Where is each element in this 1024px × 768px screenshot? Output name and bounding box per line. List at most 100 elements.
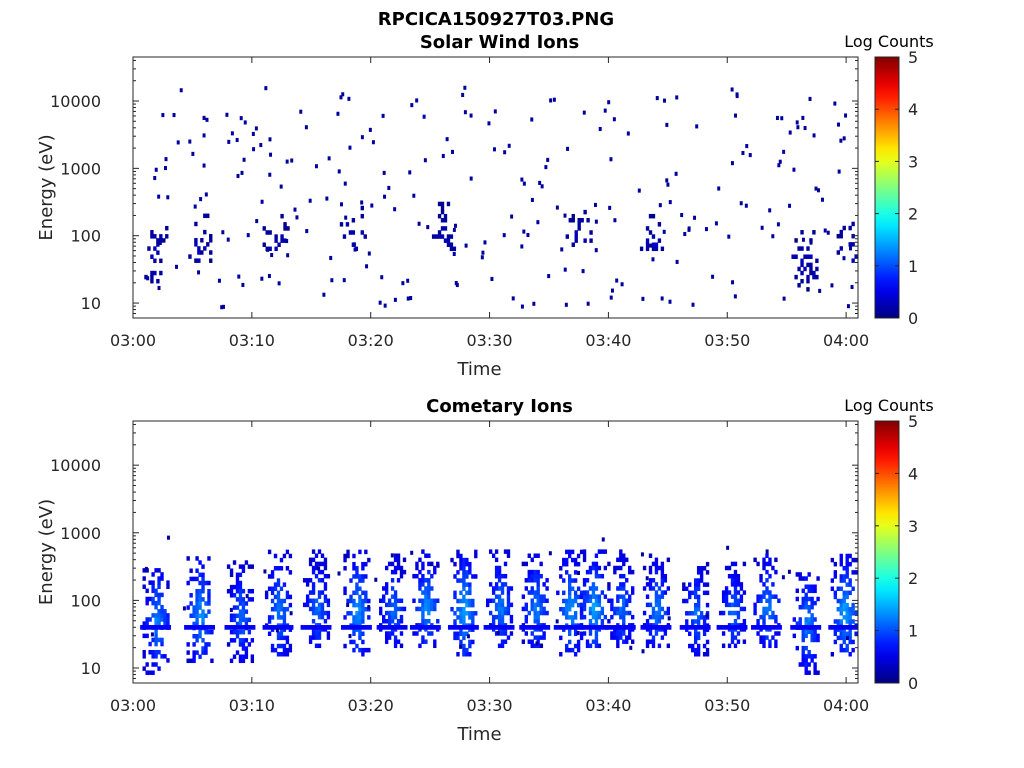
cell (160, 613, 164, 618)
cell (570, 647, 575, 653)
cell (699, 611, 704, 616)
cell (842, 598, 846, 604)
cell (573, 578, 578, 583)
cell (465, 611, 469, 616)
cell (565, 647, 569, 653)
cell (355, 615, 359, 620)
cell (311, 635, 316, 640)
cell (418, 643, 422, 649)
cell (509, 614, 514, 620)
cell (536, 578, 540, 583)
cell (232, 584, 237, 590)
cell (607, 582, 611, 587)
cell (836, 635, 840, 641)
point (586, 301, 590, 306)
cell (765, 553, 769, 558)
cell (628, 565, 632, 571)
cluster-10 (483, 549, 515, 649)
cell (800, 258, 804, 264)
point (552, 97, 556, 102)
cell (151, 584, 155, 589)
cell (500, 618, 505, 624)
cell (437, 230, 442, 235)
cell (806, 278, 810, 284)
cell (277, 242, 281, 247)
cell (693, 590, 698, 596)
cell (349, 594, 353, 600)
cell (232, 654, 237, 659)
cell (201, 638, 205, 643)
cell (424, 602, 428, 608)
point (314, 164, 318, 169)
cell (317, 549, 322, 554)
cell (759, 639, 763, 644)
cell (427, 590, 431, 595)
cell (648, 582, 653, 587)
cell (151, 600, 155, 606)
cell (568, 606, 572, 612)
point (381, 113, 385, 118)
cell (154, 588, 158, 594)
point (850, 284, 854, 290)
cell (630, 639, 635, 644)
cell (192, 633, 196, 639)
cell (657, 610, 662, 616)
cell (533, 606, 537, 612)
cell (613, 606, 617, 612)
cell (238, 617, 243, 623)
cell (203, 246, 207, 251)
cell (721, 631, 726, 636)
cell (270, 570, 275, 575)
colorbar-tick-label: 3 (908, 152, 918, 171)
cell (685, 586, 689, 591)
cell (622, 573, 626, 579)
cell (848, 225, 852, 231)
cell (724, 594, 729, 599)
point (532, 301, 536, 306)
cell (288, 570, 293, 575)
y-axis-label: Energy (eV) (36, 499, 57, 605)
cell (536, 594, 540, 599)
cell (192, 658, 196, 664)
cell (536, 553, 540, 558)
cell (195, 609, 199, 614)
cell (450, 606, 454, 612)
cell (150, 278, 154, 284)
cell (702, 566, 707, 571)
cell (845, 602, 849, 608)
cell (699, 578, 704, 583)
cell (384, 631, 389, 636)
cell (459, 598, 463, 604)
cell (533, 602, 537, 608)
cell (733, 582, 738, 587)
cell (352, 561, 356, 567)
cell (651, 213, 656, 219)
cell (530, 586, 534, 591)
cell (630, 614, 635, 620)
cell (285, 606, 290, 612)
cell (804, 662, 808, 667)
colorbar-tick-label: 2 (908, 569, 918, 588)
cell (346, 553, 350, 559)
cell (462, 582, 466, 587)
cell (241, 605, 246, 610)
cell (194, 258, 198, 263)
cell (209, 250, 213, 255)
cell (657, 602, 662, 608)
point (245, 594, 249, 599)
cell (471, 574, 475, 579)
cell (346, 549, 350, 555)
cell (727, 565, 732, 571)
cell (854, 631, 858, 637)
cell (500, 606, 505, 612)
cell (654, 614, 659, 620)
cell (148, 580, 152, 585)
cell (580, 218, 584, 223)
cell (157, 592, 161, 598)
cell (189, 593, 193, 598)
cell (396, 598, 401, 604)
cell (628, 598, 632, 604)
cell (209, 238, 213, 243)
cell (268, 246, 272, 252)
cell (201, 646, 205, 651)
